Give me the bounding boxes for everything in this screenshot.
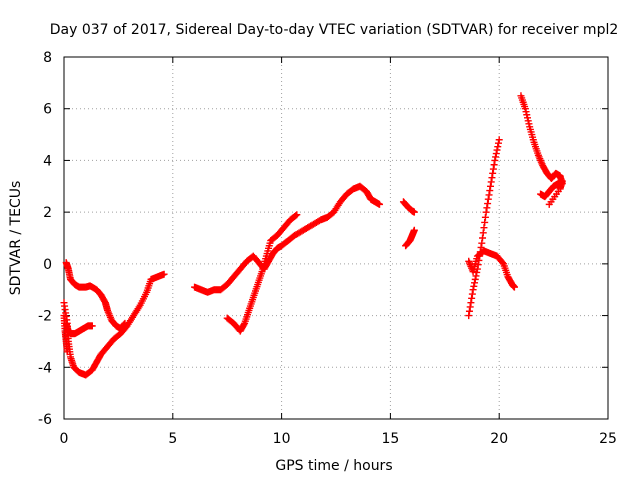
data-point xyxy=(465,312,473,320)
data-point xyxy=(121,319,129,327)
y-tick-label: 0 xyxy=(43,257,52,273)
x-tick-label: 5 xyxy=(168,431,177,447)
data-point xyxy=(480,224,488,232)
data-point xyxy=(486,187,494,195)
data-point xyxy=(479,234,487,242)
x-tick-label: 25 xyxy=(599,431,617,447)
data-point xyxy=(478,239,486,247)
y-tick-label: -2 xyxy=(38,309,52,325)
x-tick-label: 10 xyxy=(273,431,291,447)
data-point xyxy=(466,303,474,311)
data-point xyxy=(510,283,518,291)
data-point xyxy=(467,299,475,307)
data-point xyxy=(470,282,478,290)
x-tick-label: 20 xyxy=(490,431,508,447)
data-point xyxy=(493,146,501,154)
x-tick-label: 0 xyxy=(60,431,69,447)
data-point xyxy=(483,204,491,212)
chart-title: Day 037 of 2017, Sidereal Day-to-day VTE… xyxy=(50,22,619,38)
data-point xyxy=(469,286,477,294)
x-axis-label: GPS time / hours xyxy=(275,458,392,474)
axis-ticks: 0 5 10 15 20 25 -6 -4 -2 0 2 4 6 8 xyxy=(38,50,617,447)
y-tick-label: 4 xyxy=(43,153,52,169)
data-point xyxy=(240,321,248,329)
y-tick-label: -4 xyxy=(38,360,52,376)
data-point xyxy=(495,136,503,144)
data-point xyxy=(160,270,168,278)
data-point xyxy=(410,208,418,216)
y-tick-label: -6 xyxy=(38,412,52,428)
data-point xyxy=(488,174,496,182)
data-point xyxy=(484,200,492,208)
data-point xyxy=(120,320,128,328)
data-point xyxy=(492,153,500,161)
data-point xyxy=(491,156,499,164)
data-point xyxy=(482,208,490,216)
y-axis-label: SDTVAR / TECUs xyxy=(8,181,24,296)
data-point xyxy=(490,161,498,169)
data-point xyxy=(471,275,479,283)
data-point xyxy=(376,200,384,208)
data-point xyxy=(88,322,96,330)
data-point xyxy=(486,182,494,190)
data-point xyxy=(545,200,553,208)
data-point xyxy=(485,191,493,199)
data-point xyxy=(487,178,495,186)
data-point xyxy=(494,139,502,147)
data-point xyxy=(471,279,479,287)
data-point xyxy=(472,272,480,280)
data-point xyxy=(494,143,502,151)
data-point xyxy=(468,294,476,302)
y-tick-label: 6 xyxy=(43,102,52,118)
y-tick-label: 2 xyxy=(43,205,52,221)
data-point xyxy=(479,229,487,237)
data-point xyxy=(484,195,492,203)
data-point xyxy=(410,226,418,234)
data-point xyxy=(489,165,497,173)
plot-frame xyxy=(63,56,609,420)
data-point xyxy=(481,218,489,226)
y-tick-label: 8 xyxy=(43,50,52,66)
x-tick-label: 15 xyxy=(381,431,399,447)
data-point xyxy=(489,169,497,177)
data-point xyxy=(481,213,489,221)
data-point xyxy=(465,307,473,315)
data-point xyxy=(293,211,301,219)
data-point xyxy=(468,290,476,298)
data-point xyxy=(292,212,300,220)
data-point xyxy=(63,348,71,356)
data-points xyxy=(60,92,566,379)
data-point xyxy=(492,150,500,158)
